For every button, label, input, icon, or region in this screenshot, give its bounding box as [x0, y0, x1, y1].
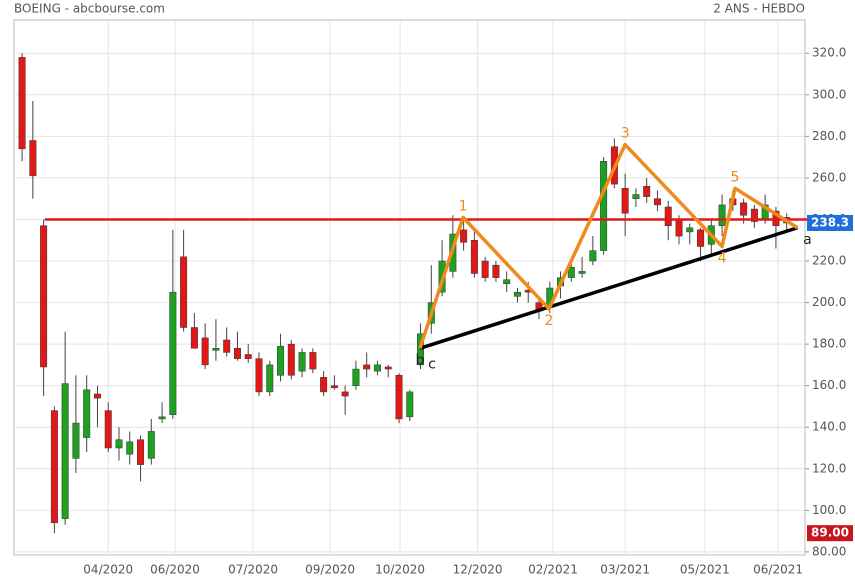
candle-body	[503, 279, 511, 285]
candle-body	[233, 348, 241, 359]
y-tick-label: 220.0	[812, 254, 846, 268]
wave-label: 2	[545, 313, 554, 329]
x-tick-label: 02/2021	[528, 563, 578, 577]
x-tick-label: 12/2020	[453, 563, 503, 577]
candle-body	[352, 368, 360, 386]
annotation-line	[419, 226, 798, 350]
candle-body	[190, 327, 198, 349]
candle-body	[223, 339, 231, 353]
candle-body	[632, 194, 640, 199]
candle-body	[330, 385, 338, 388]
wave-label: 5	[731, 169, 740, 185]
candle-body	[740, 202, 748, 216]
y-tick-label: 200.0	[812, 295, 846, 309]
candle-body	[675, 219, 683, 237]
candle-body	[137, 439, 145, 465]
candle-body	[600, 161, 608, 251]
candle-body	[126, 441, 134, 455]
x-tick-label: 06/2020	[150, 563, 200, 577]
candle-body	[578, 271, 586, 274]
plot-frame	[13, 19, 806, 556]
y-tick-label: 160.0	[812, 378, 846, 392]
wave-label: a	[803, 232, 812, 248]
candle-body	[718, 204, 726, 226]
candle-body	[266, 364, 274, 393]
x-tick-label: 09/2020	[305, 563, 355, 577]
candle-body	[470, 239, 478, 274]
y-tick-label: 320.0	[812, 46, 846, 60]
candle-body	[158, 416, 166, 420]
x-tick-label: 10/2020	[375, 563, 425, 577]
candle-body	[373, 364, 381, 372]
annotation-line	[418, 142, 799, 349]
candle-body	[460, 229, 468, 243]
candle-body	[40, 225, 48, 368]
candle-body	[29, 140, 37, 177]
wave-label: 4	[718, 250, 727, 266]
candle-body	[513, 291, 521, 297]
y-tick-label: 280.0	[812, 129, 846, 143]
candle-body	[589, 250, 597, 262]
candle-body	[621, 188, 629, 214]
candle-body	[104, 410, 112, 449]
candle-body	[341, 391, 349, 397]
x-tick-label: 07/2020	[228, 563, 278, 577]
candle-body	[277, 345, 285, 376]
candle-body	[72, 422, 80, 459]
candle-body	[320, 377, 328, 393]
wave-label: b	[416, 352, 425, 368]
candle-body	[643, 185, 651, 197]
candle-body	[492, 264, 500, 278]
price-tag-label: 238.3	[811, 215, 849, 229]
wave-label: c	[428, 356, 436, 372]
candle-body	[244, 354, 252, 359]
candle-body	[697, 229, 705, 247]
x-tick-label: 04/2020	[83, 563, 133, 577]
wave-label: 3	[621, 126, 630, 142]
candle-body	[61, 383, 69, 519]
y-tick-label: 180.0	[812, 337, 846, 351]
price-tag	[807, 214, 853, 231]
candle-body	[363, 364, 371, 370]
chart-subtitle: 2 ANS - HEBDO	[713, 2, 805, 16]
candle-body	[18, 57, 26, 150]
candle-body	[93, 393, 101, 399]
min-tag	[807, 525, 853, 542]
candle-body	[255, 358, 263, 393]
chart-title: BOEING - abcbourse.com	[14, 2, 165, 16]
candle-body	[309, 352, 317, 370]
candle-body	[201, 337, 209, 366]
candle-body	[750, 208, 758, 222]
candle-body	[567, 266, 575, 278]
candle-body	[212, 348, 220, 351]
x-tick-label: 06/2021	[753, 563, 803, 577]
candle-body	[406, 391, 414, 418]
min-tag-label: 89.00	[811, 526, 849, 540]
y-tick-label: 100.0	[812, 503, 846, 517]
y-tick-label: 300.0	[812, 87, 846, 101]
y-tick-label: 120.0	[812, 461, 846, 475]
candle-body	[50, 410, 58, 524]
candle-body	[664, 206, 672, 226]
y-tick-label: 260.0	[812, 170, 846, 184]
candle-body	[298, 352, 306, 372]
x-tick-label: 03/2021	[600, 563, 650, 577]
candle-body	[180, 256, 188, 328]
candle-body	[287, 343, 295, 376]
candle-body	[653, 198, 661, 206]
y-tick-label: 140.0	[812, 420, 846, 434]
candle-body	[115, 439, 123, 449]
candle-body	[395, 375, 403, 420]
candle-body	[169, 291, 177, 416]
candle-body	[686, 227, 694, 233]
wave-label: 1	[459, 198, 468, 214]
x-tick-label: 05/2021	[680, 563, 730, 577]
candle-body	[481, 260, 489, 278]
candle-body	[384, 366, 392, 370]
candle-body	[83, 389, 91, 438]
y-tick-label: 80.00	[812, 544, 846, 558]
candle-body	[147, 431, 155, 459]
